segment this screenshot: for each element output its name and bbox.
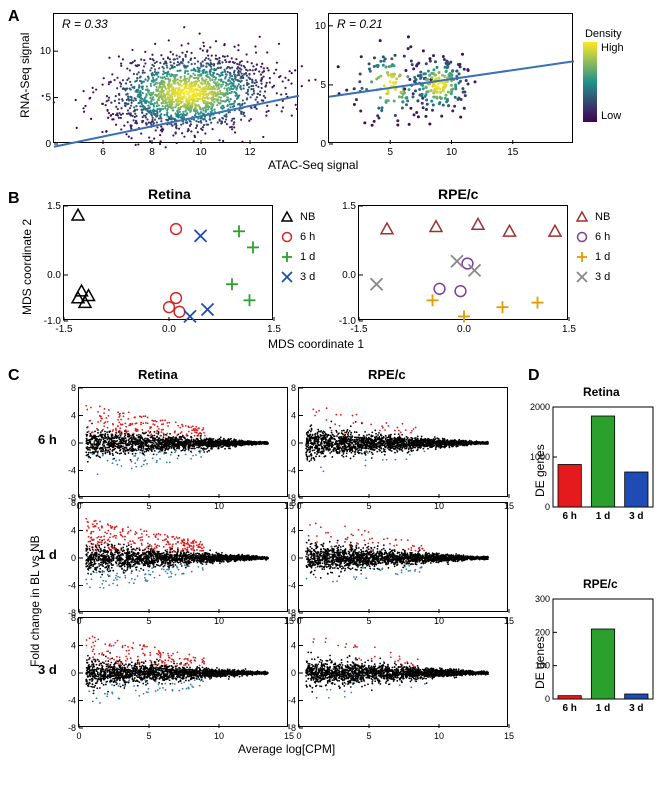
legend-item: NB: [278, 210, 315, 224]
svg-text:8: 8: [71, 383, 76, 393]
svg-text:1.5: 1.5: [47, 201, 61, 212]
legend-item: 1 d: [573, 250, 610, 264]
legend-label: 6 h: [300, 231, 315, 243]
panel-b-label: B: [8, 190, 20, 208]
panel-a-xlabel: ATAC-Seq signal: [268, 158, 358, 172]
svg-text:0.0: 0.0: [162, 324, 176, 335]
legend-label: NB: [300, 211, 315, 223]
panel-cd: C D Retina RPE/c Fold change in BL vs NB…: [8, 367, 658, 767]
figure-root: A 6810120510R = 0.33 510150510R = 0.21 R…: [8, 8, 658, 767]
svg-text:8: 8: [149, 147, 155, 158]
legend-item: 1 d: [278, 250, 315, 264]
density-gradient-icon: [583, 42, 597, 122]
scatter-a-left: 6810120510R = 0.33: [53, 13, 298, 143]
panel-b-title-right: RPE/c: [438, 186, 478, 202]
panel-b-title-left: Retina: [148, 186, 191, 202]
svg-text:8: 8: [291, 383, 296, 393]
svg-text:10: 10: [446, 147, 458, 158]
legend-label: 1 d: [595, 251, 610, 263]
svg-text:1.5: 1.5: [342, 201, 356, 212]
legend-item: 6 h: [573, 230, 610, 244]
svg-text:-4: -4: [68, 466, 76, 476]
svg-text:15: 15: [507, 147, 519, 158]
mds-plot-left: -1.50.01.5-1.00.01.5: [63, 205, 273, 320]
ma-plot-retina-1d: 051015-8-4048: [78, 502, 288, 612]
legend-label: 3 d: [300, 271, 315, 283]
legend-label: 1 d: [300, 251, 315, 263]
panel-d-title-retina: Retina: [583, 385, 620, 399]
svg-text:0.0: 0.0: [457, 324, 471, 335]
ma-plot-rpe-6h: 051015-8-4048: [298, 387, 508, 497]
svg-text:4: 4: [291, 411, 296, 421]
svg-text:10: 10: [195, 147, 207, 158]
panel-c-xlabel: Average log[CPM]: [238, 742, 335, 756]
panel-c-label: C: [8, 367, 20, 385]
svg-text:0.0: 0.0: [47, 270, 61, 281]
mds-plot-right: -1.50.01.5-1.00.01.5: [358, 205, 568, 320]
panel-a-ylabel: RNA-Seq signal: [18, 33, 32, 118]
legend-label: 6 h: [595, 231, 610, 243]
svg-text:5: 5: [320, 80, 326, 91]
legend-item: 3 d: [278, 270, 315, 284]
density-low-label: Low: [601, 110, 624, 122]
panel-c-title-right: RPE/c: [368, 367, 406, 382]
ma-plot-retina-3d: 051015-8-4048: [78, 617, 288, 727]
svg-text:R = 0.33: R = 0.33: [62, 17, 108, 31]
svg-text:5: 5: [45, 93, 51, 104]
svg-text:4: 4: [71, 411, 76, 421]
ma-plot-retina-6h: 051015-8-4048: [78, 387, 288, 497]
svg-text:R = 0.21: R = 0.21: [337, 17, 383, 31]
scatter-a-right: 510150510R = 0.21: [328, 13, 573, 143]
panel-d-ylabel-retina: DE genes: [533, 444, 547, 497]
panel-c-row-0: 6 h: [38, 432, 57, 447]
svg-text:1.5: 1.5: [562, 324, 576, 335]
panel-b-xlabel: MDS coordinate 1: [268, 337, 364, 351]
panel-d-label: D: [528, 367, 540, 385]
ma-plot-rpe-1d: 051015-8-4048: [298, 502, 508, 612]
svg-text:1.5: 1.5: [267, 324, 281, 335]
legend-label: 3 d: [595, 271, 610, 283]
svg-text:6: 6: [100, 147, 106, 158]
svg-text:0: 0: [291, 438, 296, 448]
panel-b: B Retina RPE/c -1.50.01.5-1.00.01.5 -1.5…: [8, 190, 658, 355]
svg-text:0.0: 0.0: [342, 270, 356, 281]
panel-d-title-rpe: RPE/c: [583, 577, 618, 591]
svg-text:-1.0: -1.0: [339, 316, 357, 327]
bar-chart-retina: 0100020006 h1 d3 d: [553, 402, 653, 532]
svg-text:10: 10: [40, 46, 52, 57]
svg-text:-4: -4: [288, 466, 296, 476]
svg-text:0: 0: [71, 438, 76, 448]
panel-c-row-2: 3 d: [38, 662, 57, 677]
panel-a: A 6810120510R = 0.33 510150510R = 0.21 R…: [8, 8, 658, 178]
legend-b-left: NB 6 h 1 d 3 d: [278, 210, 315, 290]
svg-text:0: 0: [45, 139, 51, 150]
bar-chart-rpe: 01002003006 h1 d3 d: [553, 594, 653, 724]
legend-item: 6 h: [278, 230, 315, 244]
panel-c-row-1: 1 d: [38, 547, 57, 562]
svg-text:0: 0: [320, 139, 326, 150]
density-high-label: High: [601, 42, 624, 54]
svg-text:-1.0: -1.0: [44, 316, 62, 327]
panel-d-ylabel-rpe: DE genes: [533, 636, 547, 689]
panel-a-label: A: [8, 8, 20, 26]
ma-plot-rpe-3d: 051015-8-4048: [298, 617, 508, 727]
panel-b-ylabel: MDS coordinate 2: [20, 219, 34, 315]
density-legend-title: Density: [583, 28, 624, 40]
legend-item: NB: [573, 210, 610, 224]
legend-label: NB: [595, 211, 610, 223]
legend-item: 3 d: [573, 270, 610, 284]
svg-text:12: 12: [244, 147, 256, 158]
legend-b-right: NB 6 h 1 d 3 d: [573, 210, 610, 290]
svg-text:10: 10: [315, 21, 327, 32]
panel-c-title-left: Retina: [138, 367, 178, 382]
svg-text:5: 5: [387, 147, 393, 158]
density-legend: Density High Low: [583, 28, 624, 122]
